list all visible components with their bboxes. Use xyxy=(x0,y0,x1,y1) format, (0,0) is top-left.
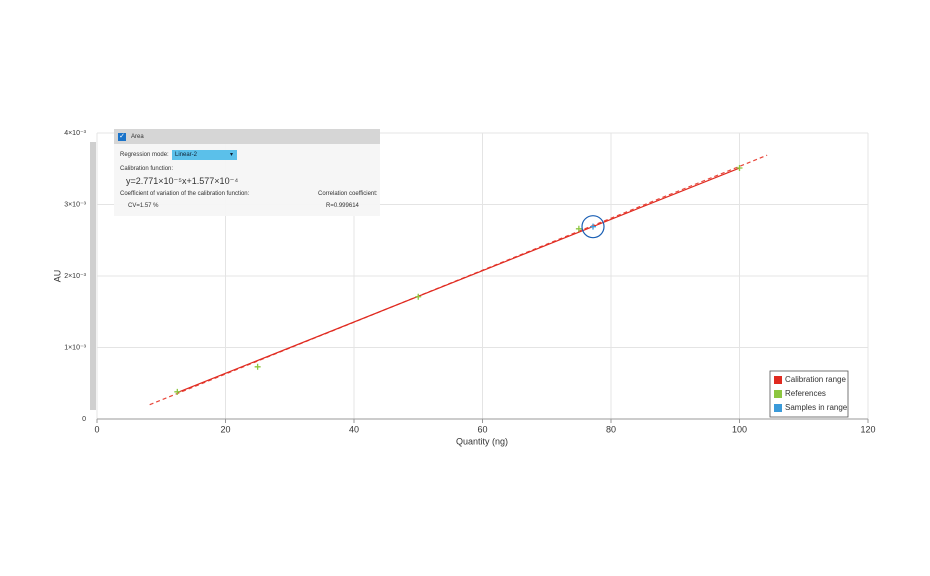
r-label: Correlation coefficient: xyxy=(318,191,378,197)
cv-label: Coefficient of variation of the calibrat… xyxy=(120,191,250,197)
regression-panel: ✓ Area Regression mode: Linear-2 ▾ Calibra… xyxy=(114,129,380,216)
x-axis-label: Quantity (ng) xyxy=(456,436,508,446)
x-tick-label: 40 xyxy=(349,424,359,434)
point xyxy=(174,388,181,395)
x-tick-label: 100 xyxy=(732,424,747,434)
function-label: Calibration function: xyxy=(120,166,174,172)
legend-swatch xyxy=(774,376,782,384)
legend-label: References xyxy=(785,389,826,398)
x-tick-label: 20 xyxy=(220,424,230,434)
y-tick-label: 2×10⁻³ xyxy=(64,273,86,280)
y-tick-label: 1×10⁻³ xyxy=(64,344,86,351)
legend-label: Samples in range xyxy=(785,403,848,412)
x-tick-label: 0 xyxy=(94,424,99,434)
r-value: R=0.999614 xyxy=(326,203,359,209)
y-axis-label: AU xyxy=(52,270,62,283)
cv-value: CV=1.57 % xyxy=(128,203,159,209)
legend-box xyxy=(769,370,849,418)
mode-label: Regression mode: xyxy=(120,152,169,158)
point xyxy=(575,225,582,232)
legend-swatch xyxy=(774,404,782,412)
y-tick-label: 4×10⁻³ xyxy=(64,130,86,137)
point xyxy=(590,223,597,230)
legend-label: Calibration range xyxy=(785,375,846,384)
mode-value: Linear-2 xyxy=(175,152,198,158)
function: y=2.771×10⁻⁵x+1.577×10⁻⁴ xyxy=(126,176,239,186)
calibration-line xyxy=(177,167,740,394)
point xyxy=(415,293,422,300)
scrollbar[interactable] xyxy=(90,142,96,410)
y-tick-label: 3×10⁻³ xyxy=(64,201,86,208)
dropdown-arrow: ▾ xyxy=(229,152,233,158)
y-tick-label: 0 xyxy=(82,416,86,423)
mode-dropdown[interactable]: Linear-2 ▾ xyxy=(172,150,237,160)
point xyxy=(736,165,743,172)
checkbox-label: Area xyxy=(131,133,144,140)
x-tick-label: 60 xyxy=(477,424,487,434)
checkbox[interactable]: ✓ xyxy=(118,132,126,141)
point xyxy=(254,363,261,370)
highlight xyxy=(581,215,605,239)
x-tick-label: 80 xyxy=(606,424,616,434)
legend-swatch xyxy=(774,390,782,398)
panel-header: ✓ Area xyxy=(114,129,380,144)
x-tick-label: 120 xyxy=(860,424,875,434)
